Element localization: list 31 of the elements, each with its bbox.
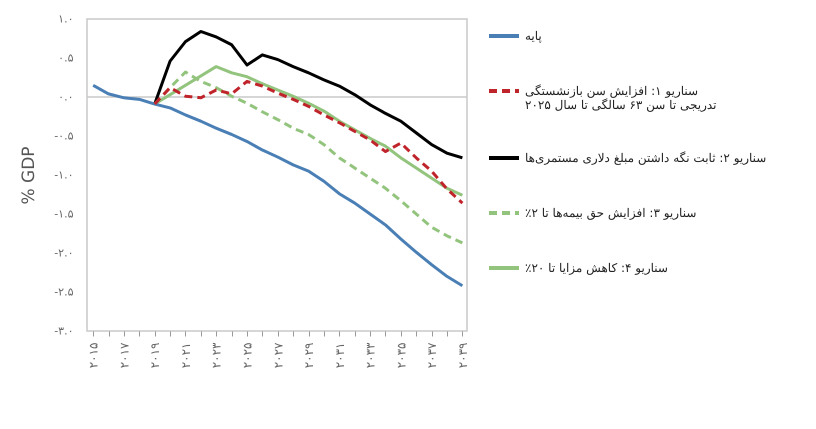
x-tick-label: ۲۰۳۳ <box>364 342 378 368</box>
legend-label: سناریو ۲: ثابت نگه داشتن مبلغ دلاری مستمری‌ها <box>525 151 766 165</box>
legend-label: پایه <box>525 29 542 43</box>
x-tick-label: ۲۰۲۷ <box>271 342 286 368</box>
y-tick-label: ۱.۰ <box>58 12 74 26</box>
x-tick-label: ۲۰۳۹ <box>456 342 470 368</box>
y-axis-title: % GDP <box>19 146 40 205</box>
x-tick-label: ۲۰۲۵ <box>240 342 254 368</box>
x-tick-label: ۲۰۱۵ <box>86 342 101 368</box>
line-series <box>153 80 464 205</box>
line-series <box>92 84 464 288</box>
legend-label: سناریو ۳: افزایش حق بیمه‌ها تا ۲٪ <box>525 206 696 220</box>
x-tick-label: ۲۰۱۹ <box>148 342 162 368</box>
x-tick-label: ۲۰۱۷ <box>117 342 132 368</box>
x-tick-label: ۲۰۲۳ <box>210 342 224 368</box>
x-tick-label: ۲۰۲۱ <box>178 342 193 368</box>
y-tick-label: -۱.۵ <box>54 208 74 220</box>
x-tick-label: ۲۰۳۵ <box>394 342 408 368</box>
x-tick-label: ۲۰۳۱ <box>332 342 347 368</box>
y-tick-label: -۰.۵ <box>54 130 74 142</box>
x-tick-label: ۲۰۳۷ <box>425 342 440 368</box>
y-tick-label: -۲.۵ <box>54 286 74 298</box>
x-tick-label: ۲۰۲۹ <box>302 342 316 368</box>
y-tick-label: -۲.۰ <box>54 246 74 260</box>
legend-label: سناریو ۱: افزایش سن بازنشستگی تدریجی تا سن ۶۳ سالگی تا سال ۲۰۲۵ <box>525 84 717 112</box>
y-tick-label: -۳.۰ <box>54 324 74 338</box>
line-series <box>153 30 464 160</box>
legend-label: سناریو ۴: کاهش مزایا تا ۲۰٪ <box>525 261 668 275</box>
y-tick-label: ۰.۰ <box>58 90 74 104</box>
y-tick-label: ۰.۵ <box>58 52 74 64</box>
y-tick-label: -۱.۰ <box>54 168 74 182</box>
